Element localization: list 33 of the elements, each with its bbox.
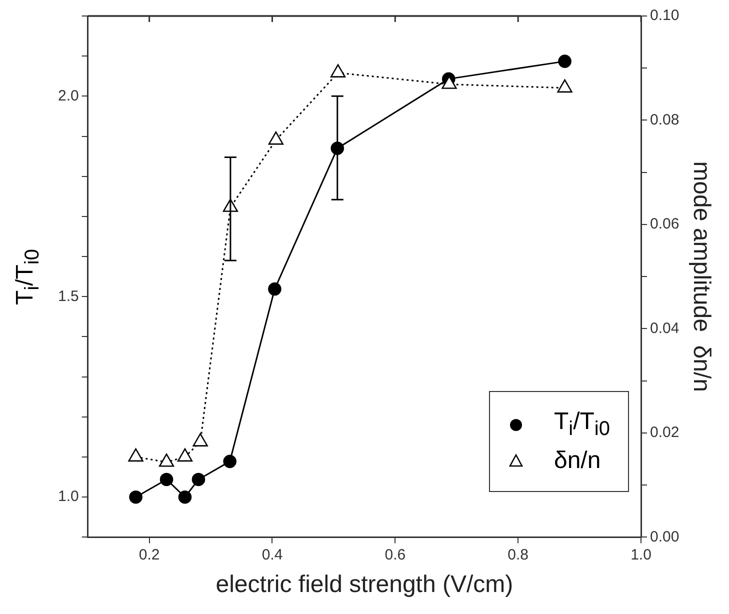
legend-label: T$_{i}$/T$_{i0}$	[554, 408, 610, 442]
point	[158, 453, 174, 467]
point	[177, 448, 193, 462]
y-tick-label: 1.0	[58, 488, 79, 506]
x-tick-label: 0.8	[508, 546, 529, 564]
point	[558, 54, 572, 68]
point	[192, 472, 206, 486]
y2-tick-label: 0.08	[650, 111, 680, 128]
point	[160, 472, 174, 486]
y2-tick-label: 0.02	[650, 424, 680, 442]
y2-axis-title: mode amplitude δn/n	[688, 161, 715, 392]
y2-tick-label: 0.06	[650, 216, 680, 233]
y-tick-label: 1.5	[58, 288, 79, 305]
point	[223, 454, 236, 468]
x-tick-label: 1.0	[630, 546, 652, 564]
point	[178, 490, 192, 504]
point	[442, 76, 457, 89]
y2-tick-label: 0.10	[650, 7, 680, 24]
point	[557, 79, 572, 93]
point	[128, 448, 144, 462]
point	[330, 64, 346, 78]
point	[192, 433, 208, 446]
legend-label: δn/n	[554, 447, 601, 476]
x-tick-label: 0.2	[138, 546, 160, 564]
y-tick-label: 2.0	[58, 87, 79, 104]
x-axis-title: electric field strength (V/cm)	[216, 571, 514, 598]
point	[268, 131, 284, 145]
y2-tick-label: 0.04	[650, 320, 680, 337]
x-tick-label: 0.4	[262, 546, 283, 564]
point	[268, 282, 282, 296]
x-tick-label: 0.6	[384, 546, 406, 564]
y2-tick-label: 0.00	[650, 528, 680, 546]
point	[129, 490, 142, 504]
